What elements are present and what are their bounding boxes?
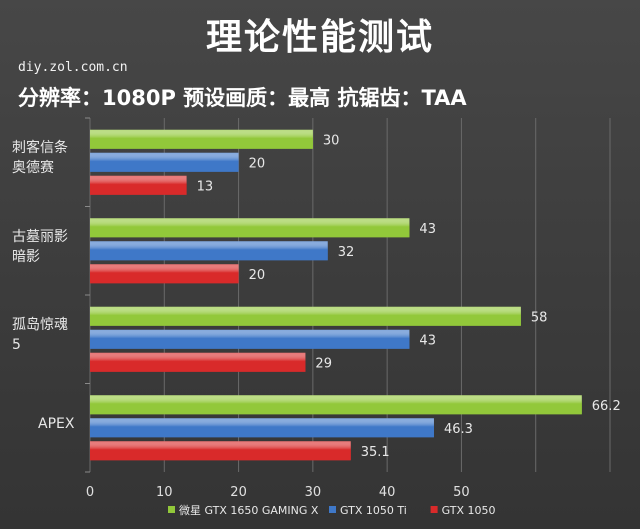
x-tick-label: 20 — [230, 485, 247, 500]
bar-highlight — [90, 441, 351, 461]
bar-highlight — [90, 218, 410, 238]
bar-highlight — [90, 129, 313, 149]
category-label: APEX — [38, 414, 108, 434]
chart-title: 理论性能测试 — [205, 17, 434, 58]
category-label-line: 古墓丽影 — [12, 228, 68, 245]
category-label-line: 5 — [12, 337, 21, 354]
category-label: 古墓丽影 暗影 — [12, 227, 82, 267]
category-label-line: 孤岛惊魂 — [12, 317, 68, 334]
data-label: 58 — [531, 310, 548, 325]
legend-swatch — [329, 506, 336, 513]
bar-highlight — [90, 264, 239, 284]
category-label: 刺客信条 奥德赛 — [12, 138, 82, 178]
data-label: 46.3 — [444, 422, 473, 437]
category-label: 孤岛惊魂 5 — [12, 315, 82, 355]
bar-highlight — [90, 306, 521, 326]
data-label: 30 — [323, 133, 340, 148]
chart-subtitle: 分辨率：1080P 预设画质：最高 抗锯齿：TAA — [18, 86, 467, 110]
data-label: 35.1 — [361, 445, 390, 460]
bar-highlight — [90, 418, 434, 438]
data-label: 29 — [315, 356, 332, 371]
legend-swatch — [430, 506, 438, 513]
legend-label: GTX 1050 Ti — [340, 504, 407, 517]
bar-highlight — [90, 395, 582, 415]
data-label: 13 — [197, 179, 214, 194]
x-tick-label: 30 — [305, 485, 322, 500]
bar-highlight — [90, 329, 410, 349]
category-label-line: 暗影 — [12, 248, 40, 265]
bar-highlight — [90, 241, 328, 261]
category-label-line: APEX — [38, 415, 75, 432]
data-label: 20 — [249, 156, 266, 171]
data-label: 32 — [338, 245, 355, 260]
legend-label: 微星 GTX 1650 GAMING X — [179, 503, 319, 517]
x-tick-label: 10 — [156, 485, 173, 500]
bar-highlight — [90, 152, 239, 172]
legend-swatch — [168, 506, 175, 513]
x-tick-label: 0 — [86, 485, 94, 500]
source-text: diy.zol.com.cn — [18, 60, 128, 75]
data-label: 66.2 — [592, 399, 621, 414]
bar-highlight — [90, 175, 187, 195]
bar-highlight — [90, 352, 306, 372]
data-label: 20 — [249, 268, 266, 283]
data-label: 43 — [419, 222, 436, 237]
legend-label: GTX 1050 — [442, 504, 496, 517]
x-tick-label: 50 — [453, 485, 470, 500]
category-label-line: 刺客信条 — [12, 140, 68, 157]
x-tick-label: 40 — [379, 485, 396, 500]
category-label-line: 奥德赛 — [12, 160, 54, 177]
data-label: 43 — [419, 333, 436, 348]
